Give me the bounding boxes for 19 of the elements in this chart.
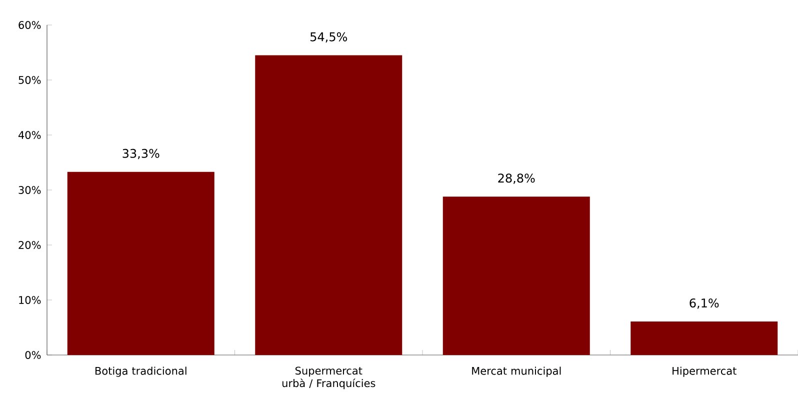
x-tick-label: Supermercat urbà / Franquícies <box>282 366 376 390</box>
data-label: 28,8% <box>498 174 535 184</box>
data-label: 54,5% <box>310 32 348 43</box>
y-tick-label: 20% <box>18 241 41 249</box>
y-tick-label: 30% <box>18 186 41 194</box>
x-tick-label: Botiga tradicional <box>95 366 186 377</box>
bar <box>442 196 590 355</box>
y-tick-label: 50% <box>18 76 41 84</box>
y-tick-label: 10% <box>19 296 41 304</box>
data-label: 6,1% <box>690 298 719 309</box>
bar <box>630 321 778 355</box>
data-label: 33,3% <box>122 148 160 160</box>
y-tick-label: 60% <box>18 21 41 29</box>
y-tick-label: 40% <box>18 131 41 139</box>
bar <box>255 55 402 355</box>
y-tick-label: 0% <box>25 351 41 359</box>
x-tick-label: Mercat municipal <box>472 366 561 377</box>
x-tick-label: Hipermercat <box>672 366 736 377</box>
bar <box>67 172 214 355</box>
